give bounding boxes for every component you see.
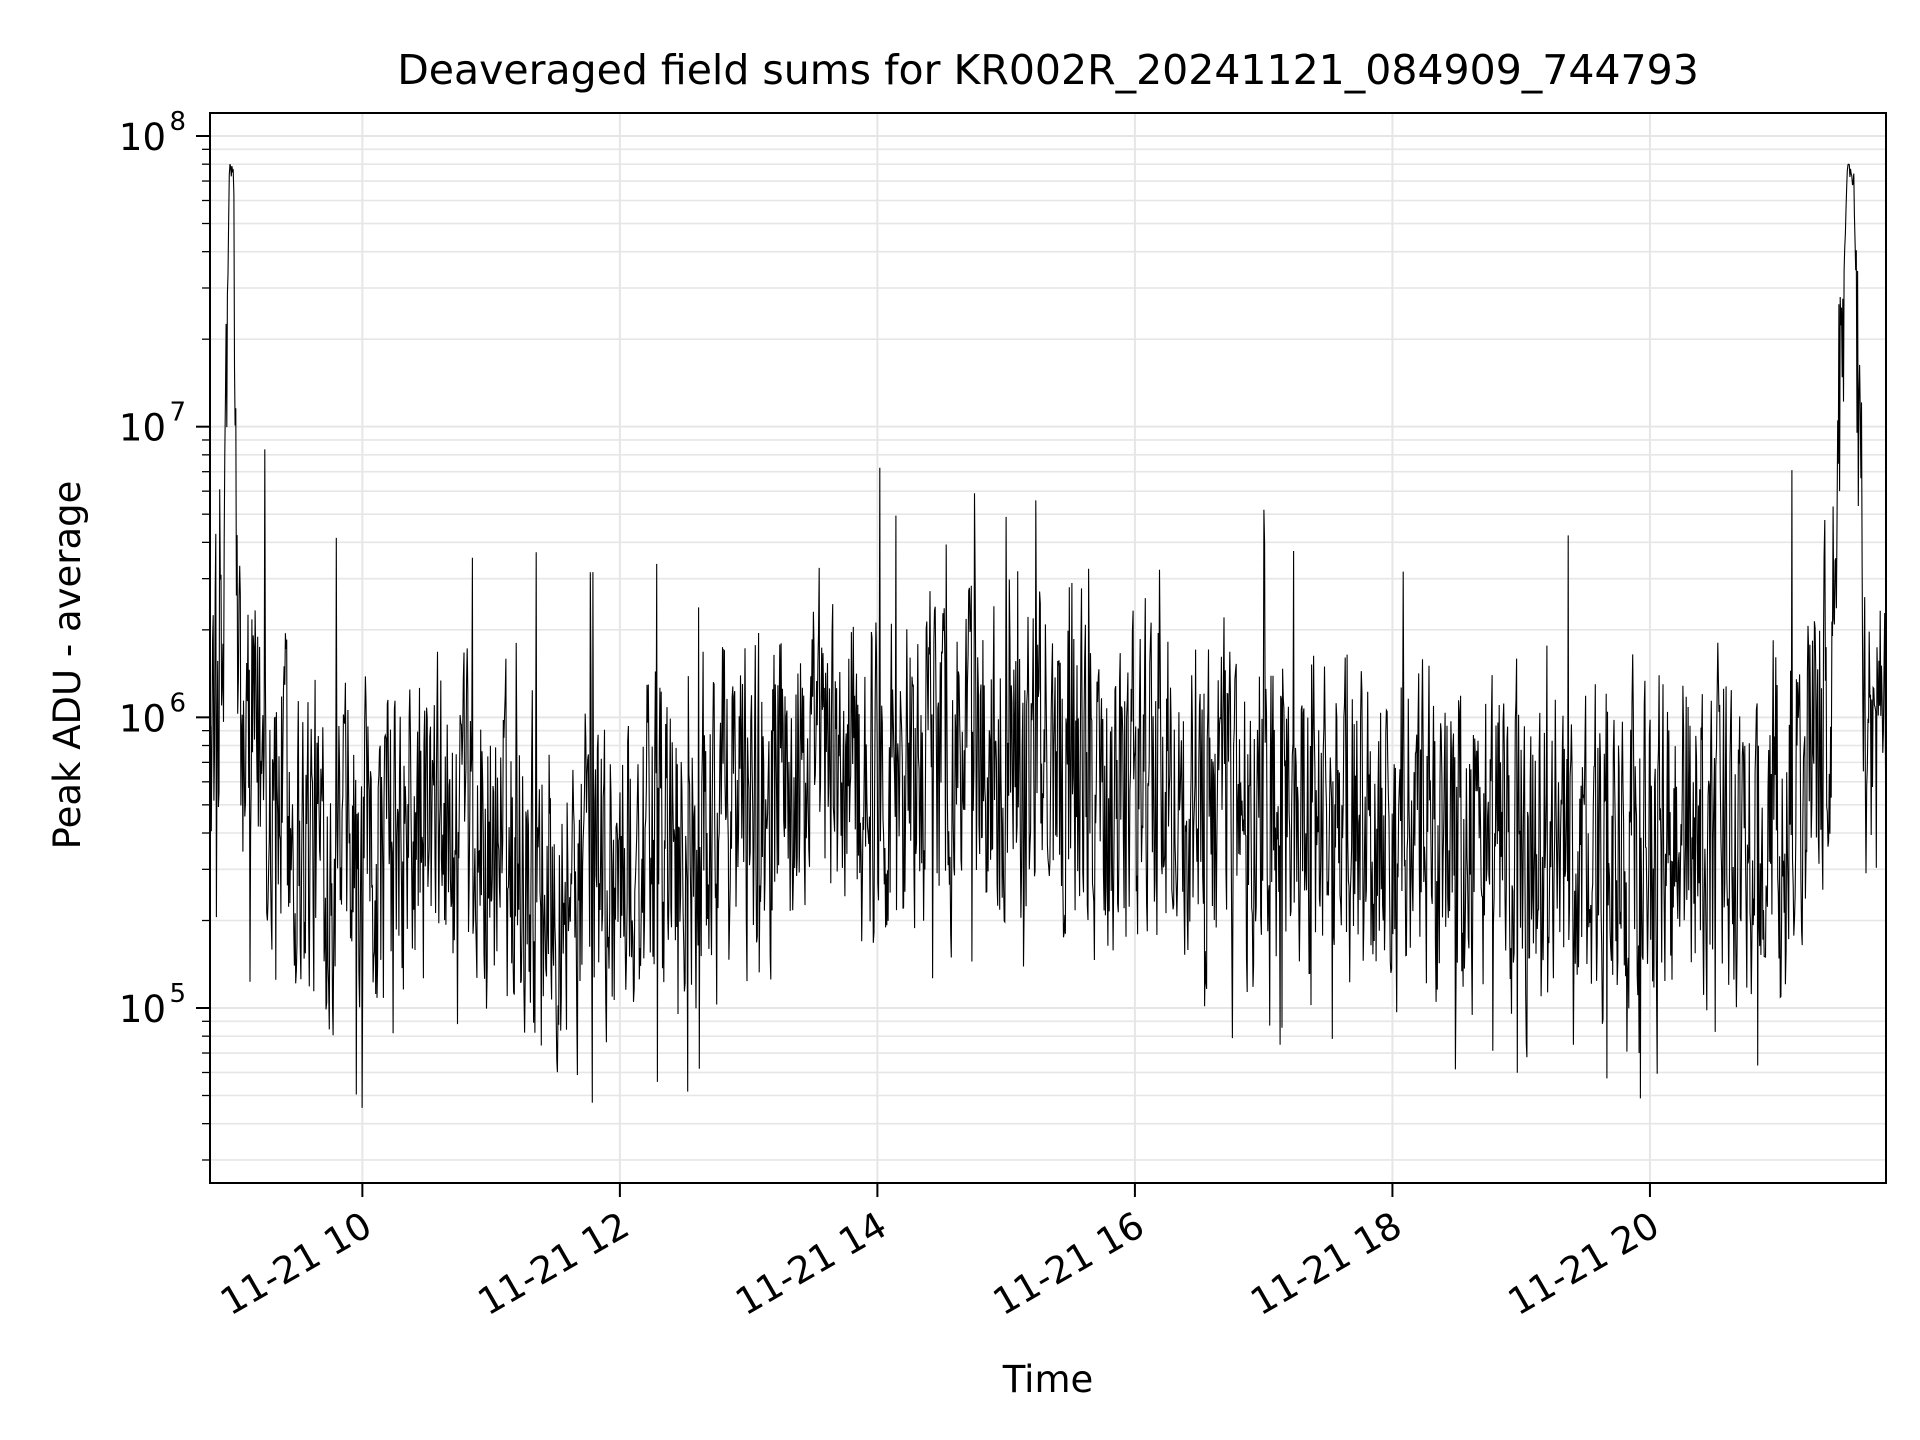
series-line-0 (209, 163, 1887, 1108)
y-tick-exponent: 8 (169, 107, 186, 137)
plot-area (209, 163, 1887, 1108)
y-tick-exponent: 6 (169, 688, 186, 718)
y-tick-label: 10 (119, 407, 166, 450)
y-tick-label: 10 (119, 116, 166, 159)
y-tick-label: 10 (119, 988, 166, 1031)
x-axis-label: Time (1002, 1358, 1094, 1401)
chart-title: Deaveraged field sums for KR002R_2024112… (397, 46, 1699, 94)
y-axis-label: Peak ADU - average (46, 481, 89, 850)
axes-frame (209, 112, 1887, 1184)
y-tick-label: 10 (119, 697, 166, 740)
y-tick-exponent: 7 (169, 398, 186, 428)
y-tick-exponent: 5 (169, 979, 186, 1009)
